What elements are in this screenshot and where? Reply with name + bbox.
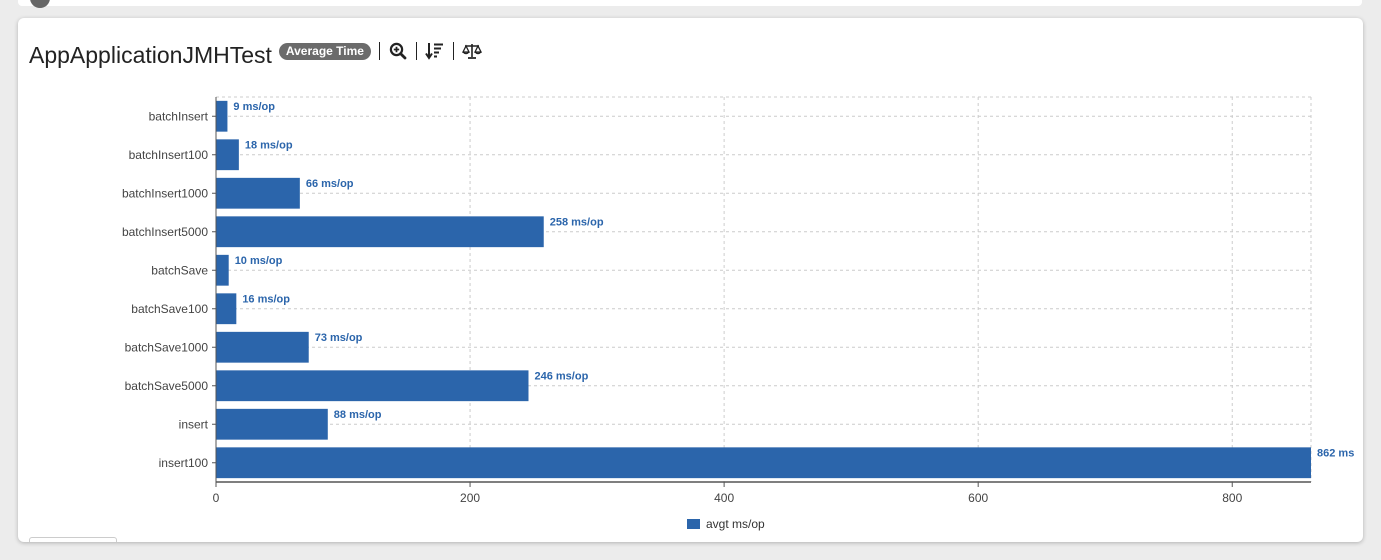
bar-value-label: 10 ms/op — [235, 255, 283, 267]
legend-label[interactable]: avgt ms/op — [706, 517, 765, 531]
bar[interactable] — [216, 254, 229, 286]
previous-card-edge — [18, 0, 1362, 6]
balance-scale-icon[interactable] — [461, 41, 482, 61]
y-tick-label: insert100 — [159, 456, 209, 470]
x-tick-label: 200 — [460, 491, 480, 505]
y-tick-label: batchInsert1000 — [122, 186, 208, 200]
benchmark-bar-chart: 9 ms/op batchInsert 18 ms/op batchInsert100… — [122, 96, 1354, 531]
bar[interactable] — [216, 370, 529, 402]
toolbar-divider — [378, 42, 380, 60]
zoom-in-icon[interactable] — [388, 41, 408, 61]
legend-swatch[interactable] — [687, 519, 700, 529]
bar-value-label: 9 ms/op — [233, 101, 275, 113]
bar-value-label: 73 ms/op — [315, 332, 363, 344]
bar-value-label: 258 ms/op — [550, 216, 604, 228]
bar[interactable] — [216, 331, 309, 363]
y-tick-label: insert — [179, 417, 209, 431]
bar-value-label: 88 ms/op — [334, 409, 382, 421]
x-tick-label: 0 — [213, 491, 220, 505]
y-tick-label: batchInsert — [149, 109, 209, 123]
bar[interactable] — [216, 447, 1311, 479]
bar-value-label: 862 ms — [1317, 447, 1354, 459]
bar[interactable] — [216, 100, 228, 132]
bar[interactable] — [216, 293, 237, 325]
y-tick-label: batchInsert5000 — [122, 225, 208, 239]
benchmark-card: AppApplicationJMHTest Average Time — [18, 18, 1363, 542]
sort-descending-icon[interactable] — [425, 41, 445, 61]
next-control-edge — [29, 537, 117, 542]
y-tick-label: batchSave100 — [131, 302, 208, 316]
page-title: AppApplicationJMHTest — [29, 41, 272, 68]
bar[interactable] — [216, 177, 300, 209]
previous-card-icon — [30, 0, 50, 8]
bar[interactable] — [216, 139, 239, 171]
bar[interactable] — [216, 216, 544, 248]
x-tick-label: 400 — [714, 491, 734, 505]
toolbar-divider — [452, 42, 454, 60]
y-tick-label: batchSave5000 — [125, 379, 209, 393]
toolbar-divider — [415, 42, 417, 60]
y-tick-label: batchInsert100 — [129, 148, 209, 162]
card-header: AppApplicationJMHTest Average Time — [29, 38, 482, 72]
bar-value-label: 66 ms/op — [306, 178, 354, 190]
x-tick-label: 600 — [968, 491, 988, 505]
bar-value-label: 246 ms/op — [534, 370, 588, 382]
y-tick-label: batchSave — [151, 263, 208, 277]
mode-badge[interactable]: Average Time — [278, 42, 371, 60]
bar-value-label: 16 ms/op — [242, 293, 290, 305]
bar[interactable] — [216, 408, 328, 440]
y-tick-label: batchSave1000 — [125, 340, 209, 354]
bar-value-label: 18 ms/op — [245, 139, 293, 151]
x-tick-label: 800 — [1222, 491, 1242, 505]
